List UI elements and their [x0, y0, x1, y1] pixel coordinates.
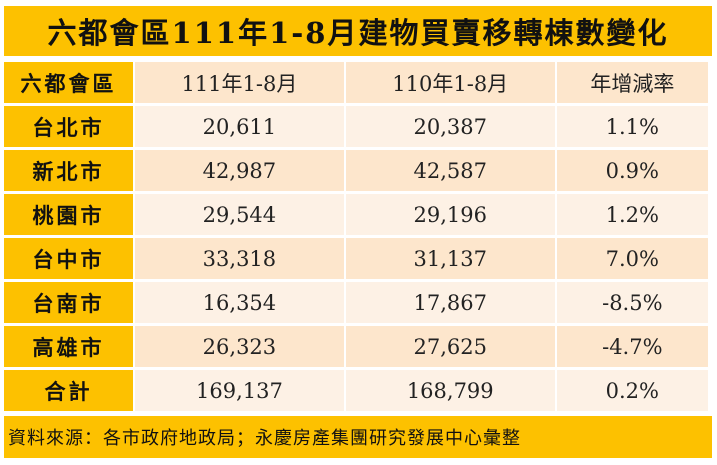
data-table: 六都會區 111年1-8月 110年1-8月 年增減率 台北市 20,611 20,… — [2, 59, 710, 414]
source-footer: 資料來源：各市政府地政局；永慶房產集團研究發展中心彙整 — [4, 416, 712, 458]
rate-cell: 0.2% — [556, 370, 708, 411]
rate-cell: 1.2% — [556, 194, 708, 235]
table-title: 六都會區111年1-8月建物買賣移轉棟數變化 — [4, 6, 712, 56]
rate-cell: 0.9% — [556, 150, 708, 191]
header-cell: 年增減率 — [556, 62, 708, 103]
value-cell: 42,987 — [135, 150, 344, 191]
value-cell: 26,323 — [135, 326, 344, 367]
value-cell: 168,799 — [345, 370, 555, 411]
table-row: 高雄市 26,323 27,625 -4.7% — [4, 326, 708, 367]
rate-cell: 7.0% — [556, 238, 708, 279]
total-row: 合計 169,137 168,799 0.2% — [4, 370, 708, 411]
value-cell: 33,318 — [135, 238, 344, 279]
value-cell: 16,354 — [135, 282, 344, 323]
rate-cell: -4.7% — [556, 326, 708, 367]
city-cell: 桃園市 — [4, 194, 133, 235]
header-cell: 110年1-8月 — [345, 62, 555, 103]
rate-cell: -8.5% — [556, 282, 708, 323]
value-cell: 29,196 — [345, 194, 555, 235]
city-cell: 台南市 — [4, 282, 133, 323]
table-row: 桃園市 29,544 29,196 1.2% — [4, 194, 708, 235]
table-row: 台中市 33,318 31,137 7.0% — [4, 238, 708, 279]
value-cell: 29,544 — [135, 194, 344, 235]
value-cell: 27,625 — [345, 326, 555, 367]
city-cell: 台北市 — [4, 106, 133, 147]
table-row: 台南市 16,354 17,867 -8.5% — [4, 282, 708, 323]
value-cell: 17,867 — [345, 282, 555, 323]
table-row: 台北市 20,611 20,387 1.1% — [4, 106, 708, 147]
header-cell: 六都會區 — [4, 62, 133, 103]
value-cell: 20,387 — [345, 106, 555, 147]
value-cell: 31,137 — [345, 238, 555, 279]
value-cell: 20,611 — [135, 106, 344, 147]
city-cell: 合計 — [4, 370, 133, 411]
rate-cell: 1.1% — [556, 106, 708, 147]
value-cell: 169,137 — [135, 370, 344, 411]
header-cell: 111年1-8月 — [135, 62, 344, 103]
city-cell: 新北市 — [4, 150, 133, 191]
table-row: 新北市 42,987 42,587 0.9% — [4, 150, 708, 191]
city-cell: 台中市 — [4, 238, 133, 279]
header-row: 六都會區 111年1-8月 110年1-8月 年增減率 — [4, 62, 708, 103]
value-cell: 42,587 — [345, 150, 555, 191]
city-cell: 高雄市 — [4, 326, 133, 367]
